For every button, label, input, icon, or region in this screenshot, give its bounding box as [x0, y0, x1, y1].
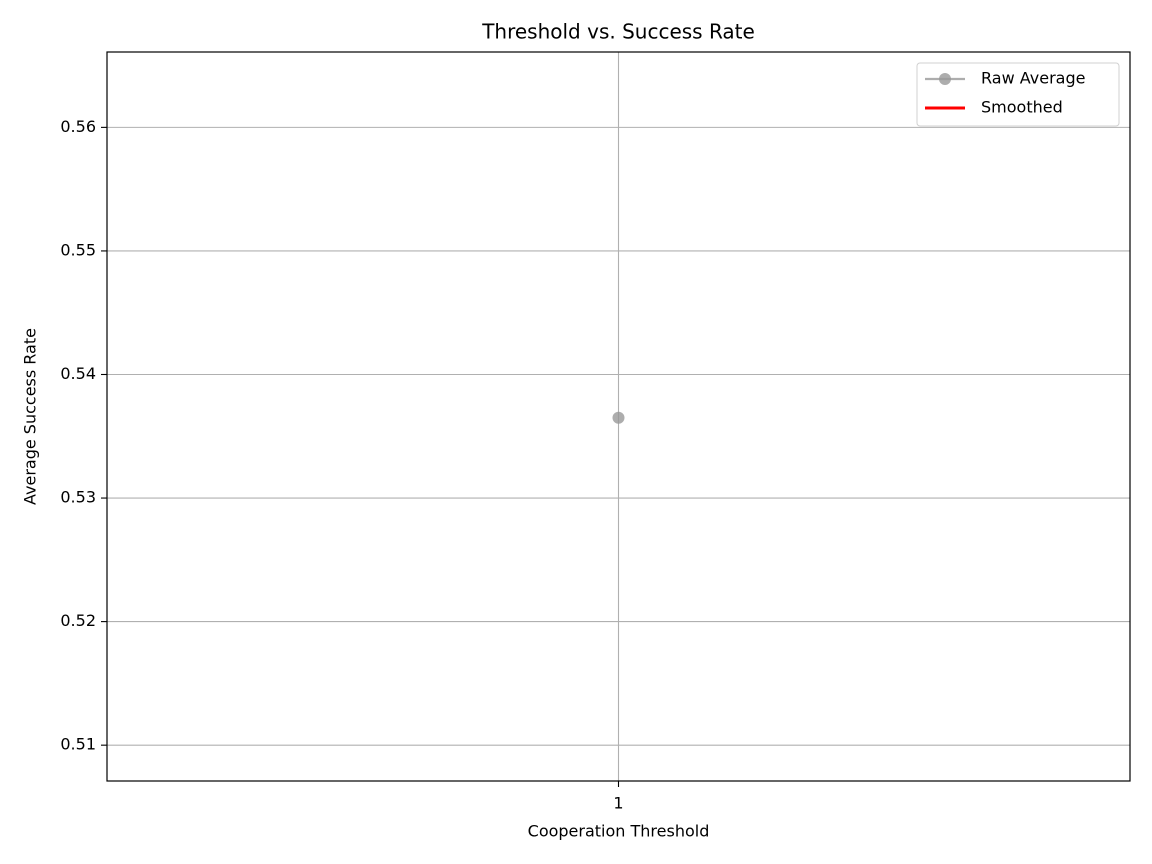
y-tick-label: 0.53 — [60, 488, 96, 507]
y-tick-label: 0.51 — [60, 735, 96, 754]
y-tick-label: 0.52 — [60, 611, 96, 630]
y-tick-label: 0.55 — [60, 240, 96, 259]
y-tick-label: 0.54 — [60, 364, 96, 383]
legend: Raw Average Smoothed — [916, 62, 1120, 127]
marks — [612, 411, 625, 424]
chart-title: Threshold vs. Success Rate — [481, 20, 755, 44]
y-tick-label: 0.56 — [60, 117, 96, 136]
y-axis-label: Average Success Rate — [21, 328, 40, 505]
legend-marker — [939, 73, 951, 85]
legend-label: Raw Average — [981, 69, 1085, 88]
grid — [107, 52, 1130, 781]
data-point — [612, 411, 625, 424]
legend-label: Smoothed — [981, 98, 1063, 117]
legend-box — [916, 62, 1120, 127]
x-tick-label: 1 — [613, 794, 623, 813]
x-axis-label: Cooperation Threshold — [528, 822, 710, 841]
